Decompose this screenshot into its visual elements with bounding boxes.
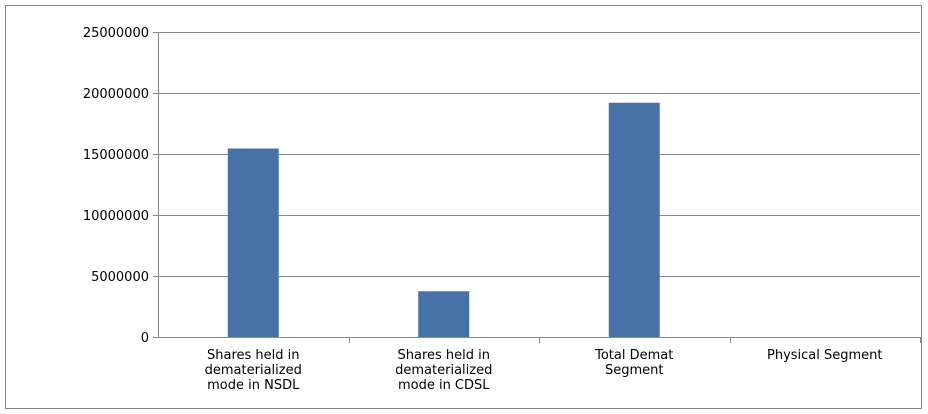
- y-tick-label: 0: [141, 331, 149, 346]
- y-tick-label: 15000000: [83, 148, 149, 163]
- y-tick-label: 5000000: [91, 270, 149, 285]
- x-category-label: Shares held in dematerialized mode in CDSL: [395, 348, 492, 393]
- y-tick-label: 25000000: [83, 26, 149, 41]
- x-category-label: Shares held in dematerialized mode in NSDL: [205, 348, 302, 393]
- bar: [608, 102, 660, 337]
- x-category-label: Total Demat Segment: [594, 348, 673, 378]
- y-tick-label: 20000000: [83, 87, 149, 102]
- bar: [227, 148, 279, 337]
- chart-area: [5, 5, 922, 409]
- y-tick-label: 10000000: [83, 209, 149, 224]
- bar: [418, 291, 470, 337]
- x-category-label: Physical Segment: [767, 348, 883, 363]
